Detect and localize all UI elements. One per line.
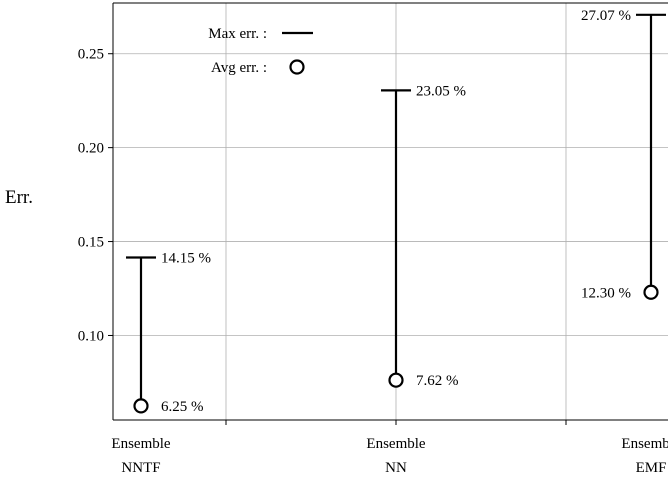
max-err-data-label: 14.15 % — [161, 251, 211, 267]
x-category-label: Ensemble — [111, 436, 170, 452]
axes-layer: 0.10 0.15 0.20 0.25 Ensemble NNTF Ensemble NN En… — [78, 2, 668, 476]
x-category-label: Ensemble — [366, 436, 425, 452]
avg-err-point — [643, 284, 659, 300]
y-tick-label: 0.10 — [78, 328, 104, 344]
x-category-label: EMF — [636, 460, 667, 476]
y-tick-label: 0.20 — [78, 141, 104, 157]
y-tick-label: 0.15 — [78, 235, 104, 251]
legend: Max err. : Avg err. : — [208, 26, 313, 76]
marks-layer: 14.15 % 6.25 % 23.05 % 7.62 % 27.07 % 12.30 % — [126, 8, 666, 415]
legend-label-max-err: Max err. : — [208, 26, 267, 42]
y-axis-label: Err. — [5, 187, 33, 208]
avg-err-data-label: 6.25 % — [161, 399, 204, 415]
max-err-data-label: 27.07 % — [581, 8, 631, 24]
avg-err-point — [133, 398, 149, 414]
max-err-data-label: 23.05 % — [416, 83, 466, 99]
avg-err-data-label: 12.30 % — [581, 285, 631, 301]
x-category-label: Ensemble — [621, 436, 668, 452]
x-category-label: NN — [385, 460, 407, 476]
legend-marker-avg-err — [289, 59, 305, 75]
x-category-label: NNTF — [121, 460, 160, 476]
avg-err-point — [388, 372, 404, 388]
y-tick-label: 0.25 — [78, 47, 104, 63]
avg-err-data-label: 7.62 % — [416, 373, 459, 389]
legend-label-avg-err: Avg err. : — [211, 60, 267, 76]
grid-layer — [113, 3, 668, 420]
